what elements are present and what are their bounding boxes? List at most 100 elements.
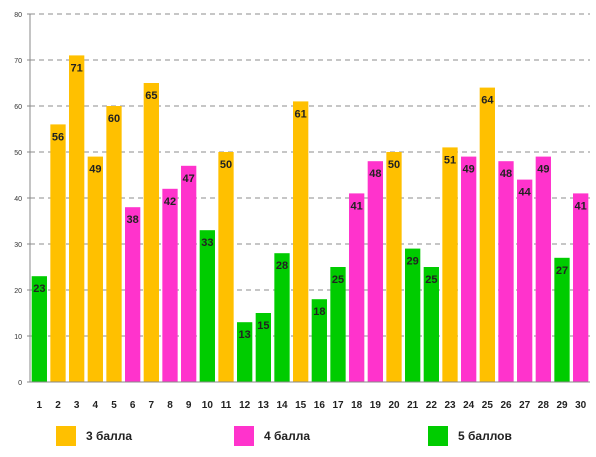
bar [293, 101, 309, 383]
y-tick-label: 50 [14, 150, 22, 157]
y-tick-label: 0 [18, 380, 22, 387]
data-label: 60 [108, 113, 120, 125]
y-tick-label: 30 [14, 242, 22, 249]
data-label: 48 [369, 168, 381, 180]
data-label: 18 [313, 306, 325, 318]
legend-label-4: 4 балла [264, 429, 311, 443]
x-axis: 1 2 3 4 5 6 7 8 9 10 11 12 13 14 15 16 17 18 19 20 21 22 23 24 2… [30, 381, 590, 411]
bar [218, 152, 234, 382]
legend-item-5: 5 баллов [428, 426, 512, 446]
x-tick-label: 15 [295, 400, 307, 411]
x-tick-label: 18 [351, 400, 363, 411]
data-label: 50 [388, 159, 400, 171]
y-tick-label: 10 [14, 334, 22, 341]
data-label: 13 [239, 329, 251, 341]
bar [367, 161, 383, 382]
data-label: 15 [257, 320, 269, 332]
bar [69, 55, 85, 383]
data-label: 41 [575, 200, 587, 212]
x-tick-label: 3 [74, 400, 80, 411]
x-tick-label: 10 [202, 400, 214, 411]
bar [255, 313, 271, 382]
data-label: 49 [537, 164, 549, 176]
data-label: 48 [500, 168, 512, 180]
legend-swatch-5 [428, 426, 448, 446]
bar [87, 156, 103, 382]
x-tick-label: 26 [500, 400, 512, 411]
data-label: 23 [33, 283, 45, 295]
x-tick-label: 1 [37, 400, 43, 411]
bar [237, 322, 253, 382]
data-label: 49 [463, 164, 475, 176]
x-tick-label: 14 [276, 400, 288, 411]
x-tick-label: 25 [482, 400, 494, 411]
legend-swatch-3 [56, 426, 76, 446]
data-label: 47 [183, 173, 195, 185]
bar [535, 156, 551, 382]
x-tick-label: 17 [332, 400, 344, 411]
y-tick-label: 60 [14, 104, 22, 111]
x-tick-label: 7 [149, 400, 155, 411]
bar [50, 124, 66, 383]
x-tick-label: 29 [556, 400, 568, 411]
data-label: 29 [407, 256, 419, 268]
y-tick-label: 80 [14, 12, 22, 19]
bar [311, 299, 327, 382]
bar [479, 87, 495, 382]
data-label: 65 [145, 90, 157, 102]
bar [143, 83, 159, 382]
bar [181, 165, 197, 382]
legend-swatch-4 [234, 426, 254, 446]
x-tick-label: 27 [519, 400, 531, 411]
data-label: 25 [332, 274, 344, 286]
legend-label-5: 5 баллов [458, 429, 512, 443]
bar [461, 156, 477, 382]
bar [405, 248, 421, 382]
bar [125, 207, 141, 382]
bar [31, 276, 47, 382]
legend-label-3: 3 балла [86, 429, 133, 443]
x-tick-label: 24 [463, 400, 475, 411]
x-tick-label: 6 [130, 400, 136, 411]
bar [554, 257, 570, 382]
bar [330, 267, 346, 382]
x-tick-label: 11 [221, 400, 232, 411]
bars: 23 56 71 49 60 38 65 42 47 33 50 13 15 28 61 18 25 41 48 50… [31, 55, 589, 383]
gridlines [30, 13, 590, 337]
data-label: 64 [481, 95, 494, 107]
bar [423, 267, 439, 382]
bar [106, 106, 122, 382]
x-tick-label: 8 [167, 400, 173, 411]
x-tick-label: 21 [407, 400, 419, 411]
x-tick-label: 28 [538, 400, 550, 411]
x-tick-label: 23 [444, 400, 456, 411]
y-tick-label: 40 [14, 196, 22, 203]
y-axis: 0 10 20 30 40 50 60 70 80 [14, 12, 31, 387]
bar [162, 188, 178, 382]
bar [386, 152, 402, 382]
data-label: 25 [425, 274, 437, 286]
y-tick-label: 20 [14, 288, 22, 295]
x-tick-label: 13 [258, 400, 270, 411]
bar [349, 193, 365, 382]
data-label: 28 [276, 260, 288, 272]
data-label: 56 [52, 131, 64, 143]
x-tick-label: 2 [55, 400, 61, 411]
data-label: 27 [556, 265, 568, 277]
bar [199, 230, 215, 382]
bar [274, 253, 290, 382]
data-label: 61 [295, 108, 307, 120]
bar [517, 179, 533, 382]
bar [573, 193, 589, 382]
data-label: 44 [519, 187, 532, 199]
data-label: 41 [351, 200, 363, 212]
data-label: 38 [127, 214, 139, 226]
data-label: 49 [89, 164, 101, 176]
x-tick-label: 30 [575, 400, 587, 411]
data-label: 42 [164, 196, 176, 208]
data-label: 33 [201, 237, 213, 249]
x-tick-label: 4 [93, 400, 99, 411]
x-tick-label: 5 [111, 400, 117, 411]
x-tick-label: 9 [186, 400, 192, 411]
